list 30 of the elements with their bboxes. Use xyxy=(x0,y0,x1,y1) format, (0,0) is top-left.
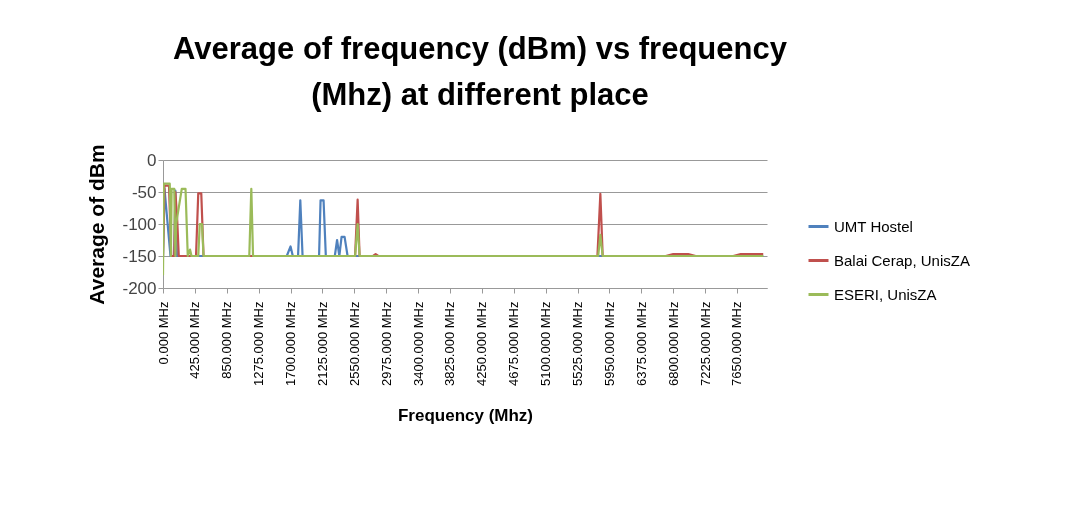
y-tick-label: -200 xyxy=(122,278,157,298)
y-tick-label: -150 xyxy=(122,246,157,266)
x-tick-label: 850.000 MHz xyxy=(219,301,235,379)
x-tick-label: 0.000 MHz xyxy=(155,301,171,365)
x-tick-label: 425.000 MHz xyxy=(187,301,203,379)
y-tick-label: -100 xyxy=(122,214,157,234)
x-axis-title: Frequency (Mhz) xyxy=(397,406,534,426)
x-tick-label: 2125.000 MHz xyxy=(314,301,330,387)
x-tick-label: 3825.000 MHz xyxy=(442,301,458,387)
chart-title: Average of frequency (dBm) vs frequency (Mhz) at different place xyxy=(173,30,788,112)
x-tick-label: 1275.000 MHz xyxy=(251,301,267,387)
x-tick-label: 2550.000 MHz xyxy=(346,301,362,387)
x-tick-label: 4675.000 MHz xyxy=(506,301,522,387)
y-tick-label: 0 xyxy=(147,150,157,170)
x-tick-label: 5100.000 MHz xyxy=(538,301,554,387)
legend-label: UMT Hostel xyxy=(834,217,913,235)
x-tick-label: 5525.000 MHz xyxy=(570,301,586,387)
x-tick-label: 5950.000 MHz xyxy=(601,301,617,387)
x-tick-label: 3400.000 MHz xyxy=(410,301,426,387)
y-tick-label: -50 xyxy=(131,182,157,202)
y-axis-title: Average of dBm xyxy=(85,144,109,305)
x-tick-label: 2975.000 MHz xyxy=(378,301,394,387)
x-tick-label: 6800.000 MHz xyxy=(665,301,681,387)
x-tick-label: 7225.000 MHz xyxy=(697,301,713,387)
legend-label: ESERI, UnisZA xyxy=(834,285,937,303)
x-tick-label: 4250.000 MHz xyxy=(474,301,490,387)
x-tick-label: 6375.000 MHz xyxy=(633,301,649,387)
x-tick-label: 1700.000 MHz xyxy=(283,301,299,387)
legend-label: Balai Cerap, UnisZA xyxy=(834,251,970,269)
x-tick-label: 7650.000 MHz xyxy=(729,301,745,387)
